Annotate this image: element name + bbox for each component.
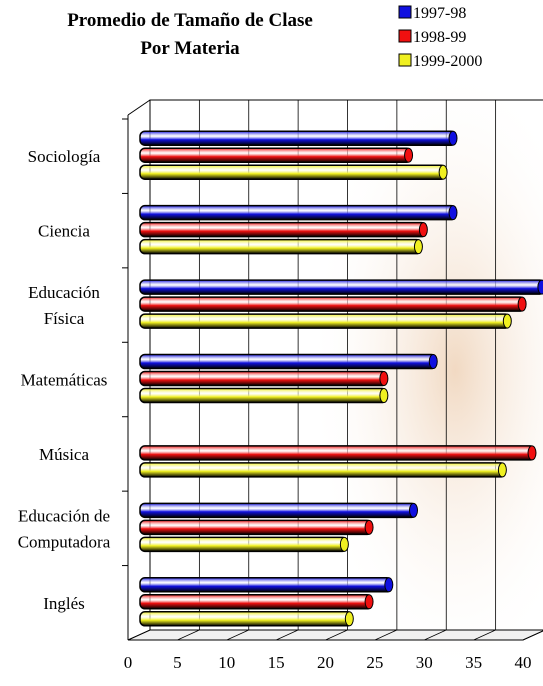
bar-cap bbox=[379, 371, 389, 386]
bar-cap bbox=[364, 519, 374, 535]
y-tick-label: Ciencia bbox=[38, 222, 90, 241]
bar bbox=[139, 611, 354, 627]
x-tick-label: 35 bbox=[465, 653, 482, 672]
bar bbox=[139, 238, 423, 255]
legend-label: 1997-98 bbox=[413, 5, 466, 22]
bar bbox=[139, 594, 373, 610]
floor-line bbox=[374, 629, 398, 641]
bar bbox=[139, 130, 457, 146]
floor-line bbox=[424, 629, 447, 641]
x-tick-label: 15 bbox=[268, 653, 285, 672]
bar bbox=[139, 536, 349, 553]
floor-line bbox=[127, 629, 151, 641]
floor-line bbox=[177, 629, 200, 641]
bar bbox=[139, 577, 393, 593]
x-tick-label: 40 bbox=[515, 653, 532, 672]
bar bbox=[139, 519, 373, 536]
bar bbox=[139, 221, 428, 238]
y-tick-label: Educación Física bbox=[28, 283, 100, 328]
legend-label: 1999-2000 bbox=[413, 53, 482, 70]
bar bbox=[139, 313, 512, 329]
bar-cap bbox=[418, 222, 428, 238]
bar-cap bbox=[379, 388, 389, 403]
bar bbox=[139, 462, 507, 478]
bar bbox=[139, 445, 536, 461]
y-tick-label: Sociología bbox=[28, 147, 101, 166]
floor-line bbox=[226, 629, 249, 641]
bar-cap bbox=[413, 239, 423, 255]
title: Promedio de Tamaño de Clase Por Materia bbox=[67, 10, 313, 59]
bar bbox=[139, 353, 437, 370]
legend-label: 1998-99 bbox=[413, 29, 466, 46]
chart-title: Promedio de Tamaño de Clase bbox=[67, 10, 313, 31]
bar bbox=[139, 296, 526, 312]
bar-cap bbox=[339, 536, 349, 552]
bar-cap bbox=[428, 354, 438, 369]
bar-cap bbox=[344, 611, 354, 627]
bar-cap bbox=[448, 205, 458, 221]
y-tick-label: Matemáticas bbox=[21, 371, 108, 390]
bar-cap bbox=[537, 279, 543, 295]
floor-line bbox=[325, 629, 348, 641]
legend-swatch bbox=[398, 53, 412, 67]
axis-edge bbox=[127, 99, 151, 116]
floor-line bbox=[522, 630, 543, 641]
x-tick-label: 20 bbox=[317, 653, 334, 672]
bar-cap bbox=[517, 296, 527, 312]
x-tick-label: 30 bbox=[416, 653, 433, 672]
bar bbox=[139, 164, 447, 180]
bar-cap bbox=[502, 313, 512, 329]
y-tick-label: Educación de Computadora bbox=[18, 506, 111, 551]
bar-cap bbox=[527, 445, 537, 461]
chart-title: Por Materia bbox=[140, 38, 240, 59]
bar bbox=[139, 502, 418, 519]
bar-cap bbox=[409, 502, 418, 518]
bar-cap bbox=[364, 594, 374, 610]
y-tick-label: Inglés bbox=[43, 594, 85, 613]
bar-cap bbox=[404, 147, 414, 163]
floor bbox=[127, 629, 543, 641]
bar-cap bbox=[497, 462, 507, 478]
bar-cap bbox=[438, 164, 448, 180]
bar-cap bbox=[448, 130, 458, 146]
y-tick-label: Música bbox=[39, 445, 90, 464]
floor-line bbox=[473, 629, 496, 641]
bar bbox=[139, 387, 388, 404]
floor-line bbox=[275, 629, 299, 641]
bar bbox=[139, 279, 543, 295]
bar bbox=[139, 204, 457, 221]
bar bbox=[139, 370, 388, 387]
bar bbox=[139, 147, 413, 163]
legend-swatch bbox=[398, 29, 412, 43]
x-tick-label: 25 bbox=[366, 653, 383, 672]
x-tick-label: 10 bbox=[218, 653, 235, 672]
bar-cap bbox=[384, 577, 394, 593]
legend-swatch bbox=[398, 5, 412, 19]
x-tick-label: 0 bbox=[124, 653, 133, 672]
x-tick-label: 5 bbox=[173, 653, 182, 672]
